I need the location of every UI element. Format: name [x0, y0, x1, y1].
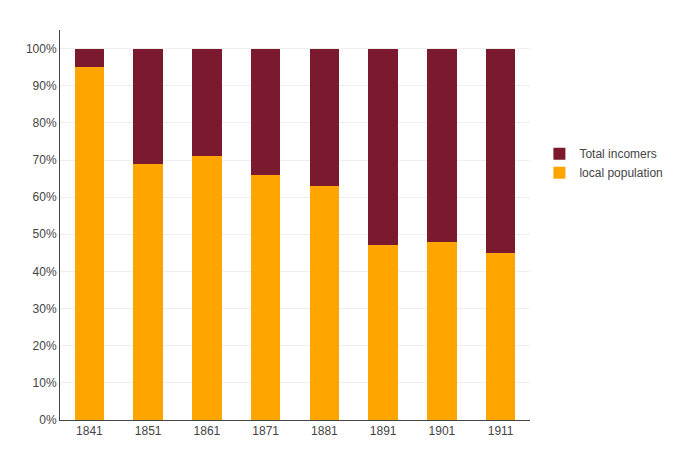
svg-text:40%: 40% [33, 265, 57, 279]
svg-text:0%: 0% [39, 413, 57, 427]
svg-text:1851: 1851 [135, 424, 162, 438]
svg-text:1911: 1911 [488, 424, 514, 438]
svg-text:1881: 1881 [311, 424, 338, 438]
svg-text:local population: local population [579, 166, 662, 180]
svg-text:1841: 1841 [76, 424, 103, 438]
svg-text:100%: 100% [26, 42, 57, 56]
svg-text:10%: 10% [33, 376, 57, 390]
svg-text:70%: 70% [33, 153, 57, 167]
svg-text:50%: 50% [33, 227, 57, 241]
svg-text:1901: 1901 [429, 424, 456, 438]
svg-text:30%: 30% [33, 302, 57, 316]
svg-text:80%: 80% [33, 116, 57, 130]
svg-text:20%: 20% [33, 339, 57, 353]
svg-text:1871: 1871 [252, 424, 279, 438]
svg-text:Total incomers: Total incomers [579, 147, 656, 161]
svg-text:1861: 1861 [194, 424, 221, 438]
svg-text:1891: 1891 [370, 424, 397, 438]
svg-text:90%: 90% [33, 79, 57, 93]
svg-text:60%: 60% [33, 190, 57, 204]
